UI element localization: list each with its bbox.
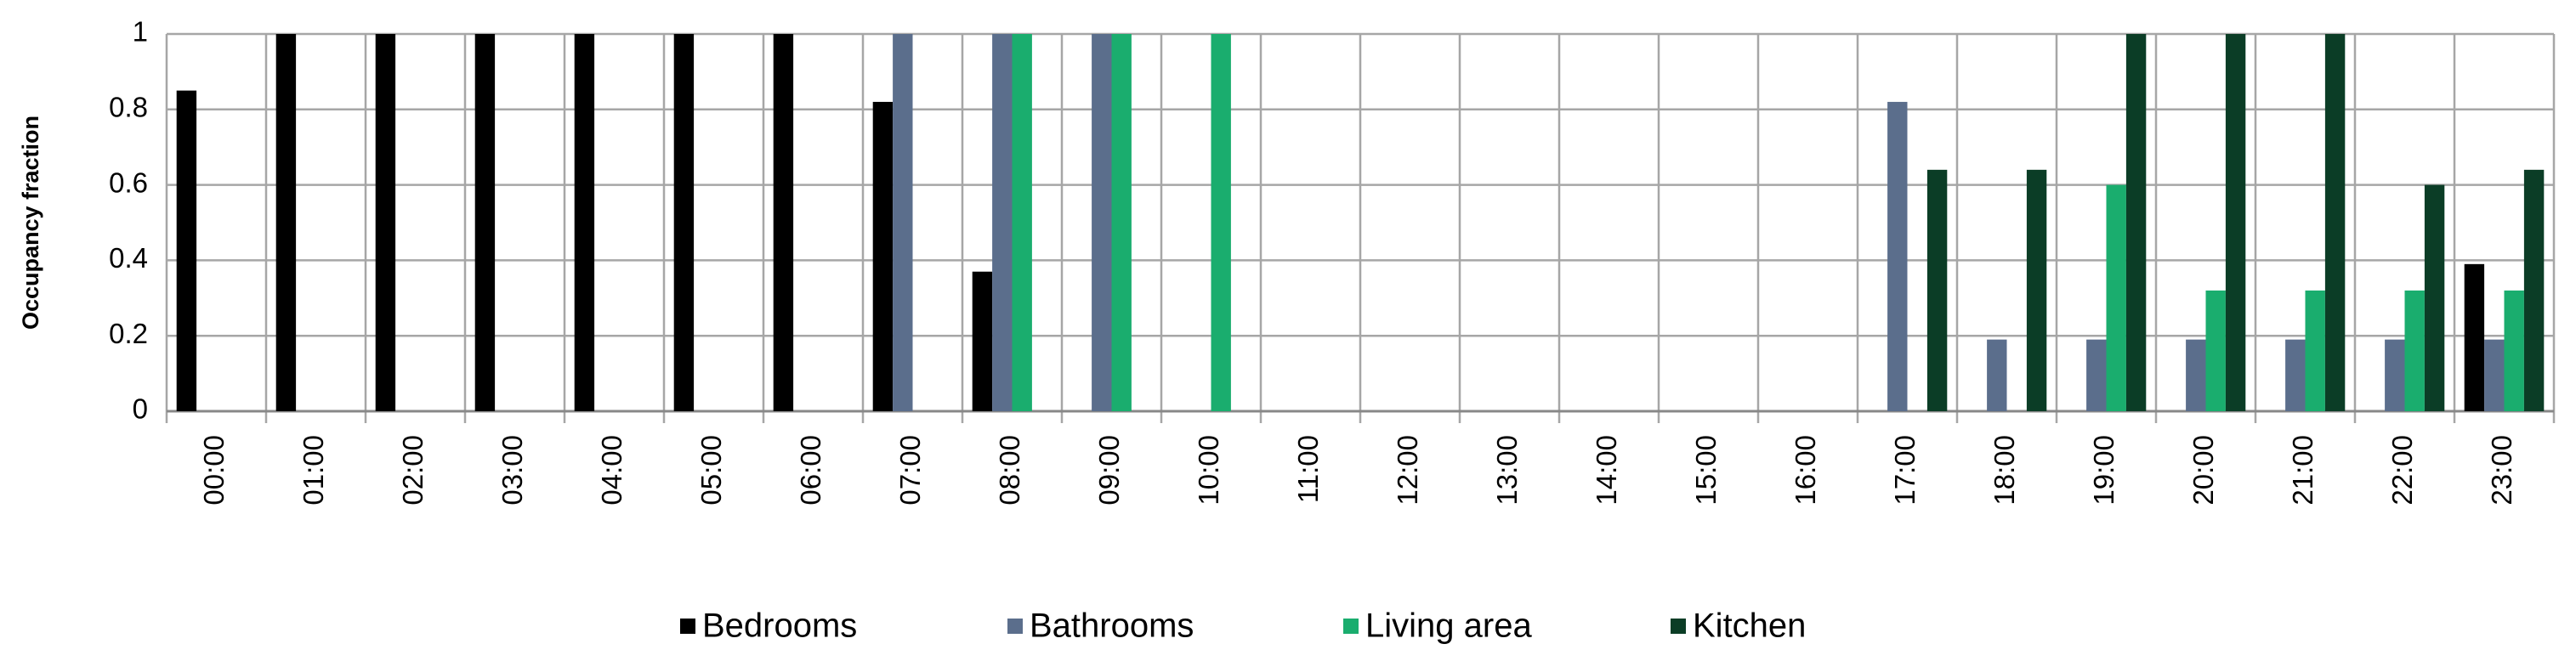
x-tick-label: 03:00 bbox=[496, 435, 528, 506]
bar bbox=[2186, 339, 2206, 411]
bar bbox=[1987, 339, 2007, 411]
bar bbox=[176, 90, 197, 411]
x-tick-label: 00:00 bbox=[198, 435, 230, 506]
y-tick-label: 0.8 bbox=[109, 92, 148, 123]
x-tick-label: 10:00 bbox=[1193, 435, 1224, 506]
legend-swatch bbox=[680, 619, 695, 634]
legend-label: Bedrooms bbox=[702, 607, 857, 645]
y-tick-label: 0.2 bbox=[109, 318, 148, 349]
x-tick-label: 19:00 bbox=[2088, 435, 2119, 506]
bar bbox=[773, 34, 794, 411]
x-tick-label: 21:00 bbox=[2287, 435, 2318, 506]
bar bbox=[2424, 184, 2445, 411]
x-tick-label: 14:00 bbox=[1591, 435, 1622, 506]
bar bbox=[972, 271, 993, 411]
legend-swatch bbox=[1007, 619, 1023, 634]
x-tick-label: 11:00 bbox=[1292, 435, 1324, 503]
x-tick-label: 15:00 bbox=[1690, 435, 1722, 506]
y-tick-label: 1 bbox=[133, 16, 148, 48]
bar bbox=[2106, 184, 2126, 411]
bar bbox=[893, 34, 913, 411]
x-tick-label: 07:00 bbox=[894, 435, 926, 506]
bar bbox=[1111, 34, 1132, 411]
x-tick-label: 04:00 bbox=[596, 435, 627, 506]
x-tick-label: 23:00 bbox=[2486, 435, 2517, 506]
bar bbox=[1211, 34, 1231, 411]
x-tick-label: 20:00 bbox=[2187, 435, 2219, 506]
bar bbox=[574, 34, 595, 411]
bar bbox=[2324, 34, 2346, 411]
bar bbox=[2285, 339, 2306, 411]
y-tick-label: 0.6 bbox=[109, 167, 148, 198]
legend-swatch bbox=[1343, 619, 1359, 634]
bar bbox=[2523, 169, 2545, 411]
bar bbox=[872, 101, 894, 412]
x-tick-label: 13:00 bbox=[1491, 435, 1523, 506]
x-tick-label: 02:00 bbox=[397, 435, 428, 506]
bar bbox=[2086, 339, 2107, 411]
y-tick-label: 0.4 bbox=[109, 242, 148, 274]
bar bbox=[2464, 263, 2485, 411]
bar bbox=[2305, 290, 2325, 411]
bar bbox=[2225, 34, 2246, 411]
x-tick-label: 06:00 bbox=[795, 435, 826, 506]
bar bbox=[375, 34, 396, 411]
legend-swatch bbox=[1671, 619, 1686, 634]
x-tick-label: 17:00 bbox=[1889, 435, 1921, 506]
x-tick-label: 05:00 bbox=[695, 435, 727, 506]
legend-label: Bathrooms bbox=[1030, 607, 1194, 645]
bar bbox=[2385, 339, 2405, 411]
bar bbox=[1926, 169, 1948, 411]
x-tick-label: 22:00 bbox=[2386, 435, 2418, 506]
bar bbox=[2205, 290, 2226, 411]
y-tick-label: 0 bbox=[133, 393, 148, 425]
x-tick-label: 01:00 bbox=[298, 435, 329, 506]
x-tick-label: 08:00 bbox=[994, 435, 1025, 506]
x-tick-label: 18:00 bbox=[1989, 435, 2020, 506]
bar bbox=[992, 34, 1013, 411]
bar bbox=[1092, 34, 1112, 411]
bar bbox=[474, 34, 496, 411]
x-tick-label: 12:00 bbox=[1392, 435, 1423, 506]
legend-label: Kitchen bbox=[1693, 607, 1806, 645]
bar bbox=[673, 34, 695, 411]
bar bbox=[2026, 169, 2047, 411]
legend-label: Living area bbox=[1365, 607, 1532, 645]
x-tick-label: 09:00 bbox=[1093, 435, 1125, 506]
bar bbox=[2504, 290, 2524, 411]
bar bbox=[275, 34, 297, 411]
bar bbox=[1887, 101, 1908, 412]
bar bbox=[2125, 34, 2147, 411]
bar bbox=[1012, 34, 1032, 411]
x-tick-label: 16:00 bbox=[1790, 435, 1821, 506]
bar bbox=[2484, 339, 2505, 411]
y-axis-title: Occupancy fraction bbox=[18, 116, 43, 330]
bar bbox=[2404, 290, 2425, 411]
